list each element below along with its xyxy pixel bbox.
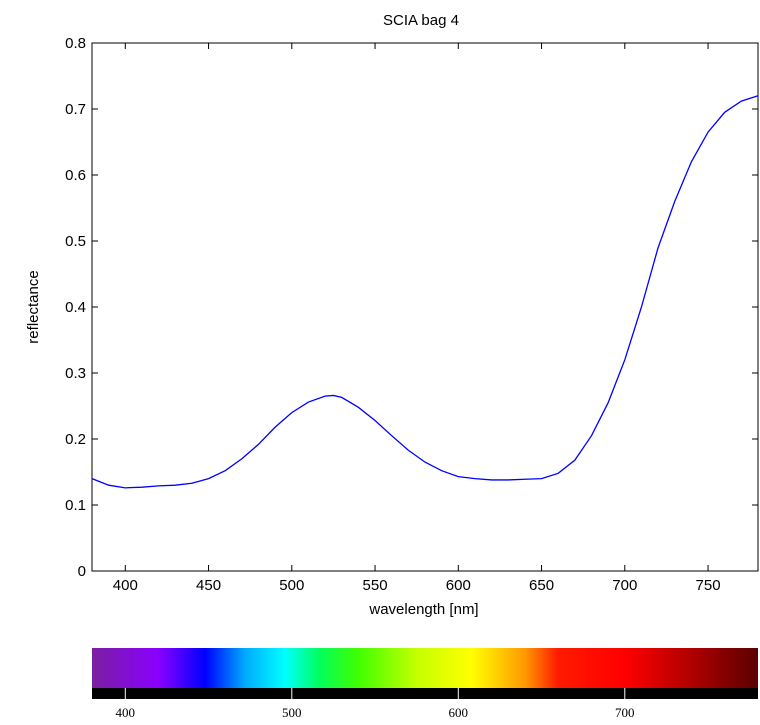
x-tick-label: 650 (529, 577, 554, 594)
x-tick-label: 700 (612, 577, 637, 594)
y-tick-label: 0.3 (65, 365, 86, 382)
spectrum-tick-label: 700 (615, 705, 635, 720)
chart-title: SCIA bag 4 (383, 12, 459, 29)
x-tick-label: 400 (113, 577, 138, 594)
y-tick-label: 0.6 (65, 167, 86, 184)
x-tick-label: 750 (696, 577, 721, 594)
y-axis: 0 0.1 0.2 0.3 0.4 0.5 0.6 0.7 0.8 (65, 35, 758, 580)
x-tick-label: 500 (279, 577, 304, 594)
x-axis: 400 450 500 550 600 650 700 750 (113, 43, 721, 594)
spectrum-bar (92, 648, 758, 688)
plot-frame (91, 42, 759, 572)
spectrum-tick-label: 600 (449, 705, 469, 720)
spectrum-bar-base (92, 688, 758, 699)
y-tick-label: 0.2 (65, 431, 86, 448)
y-tick-label: 0 (78, 563, 86, 580)
y-axis-label: reflectance (25, 270, 42, 343)
x-tick-label: 550 (363, 577, 388, 594)
y-tick-label: 0.1 (65, 497, 86, 514)
spectrum-tick-label: 400 (116, 705, 136, 720)
x-tick-label: 600 (446, 577, 471, 594)
x-tick-label: 450 (196, 577, 221, 594)
spectrum-bar-axis: 400 500 600 700 (116, 688, 635, 720)
y-tick-label: 0.8 (65, 35, 86, 52)
y-tick-label: 0.4 (65, 299, 86, 316)
y-tick-label: 0.7 (65, 101, 86, 118)
series-line (91, 95, 759, 489)
x-axis-label: wavelength [nm] (368, 601, 478, 618)
y-tick-label: 0.5 (65, 233, 86, 250)
spectrum-tick-label: 500 (282, 705, 302, 720)
